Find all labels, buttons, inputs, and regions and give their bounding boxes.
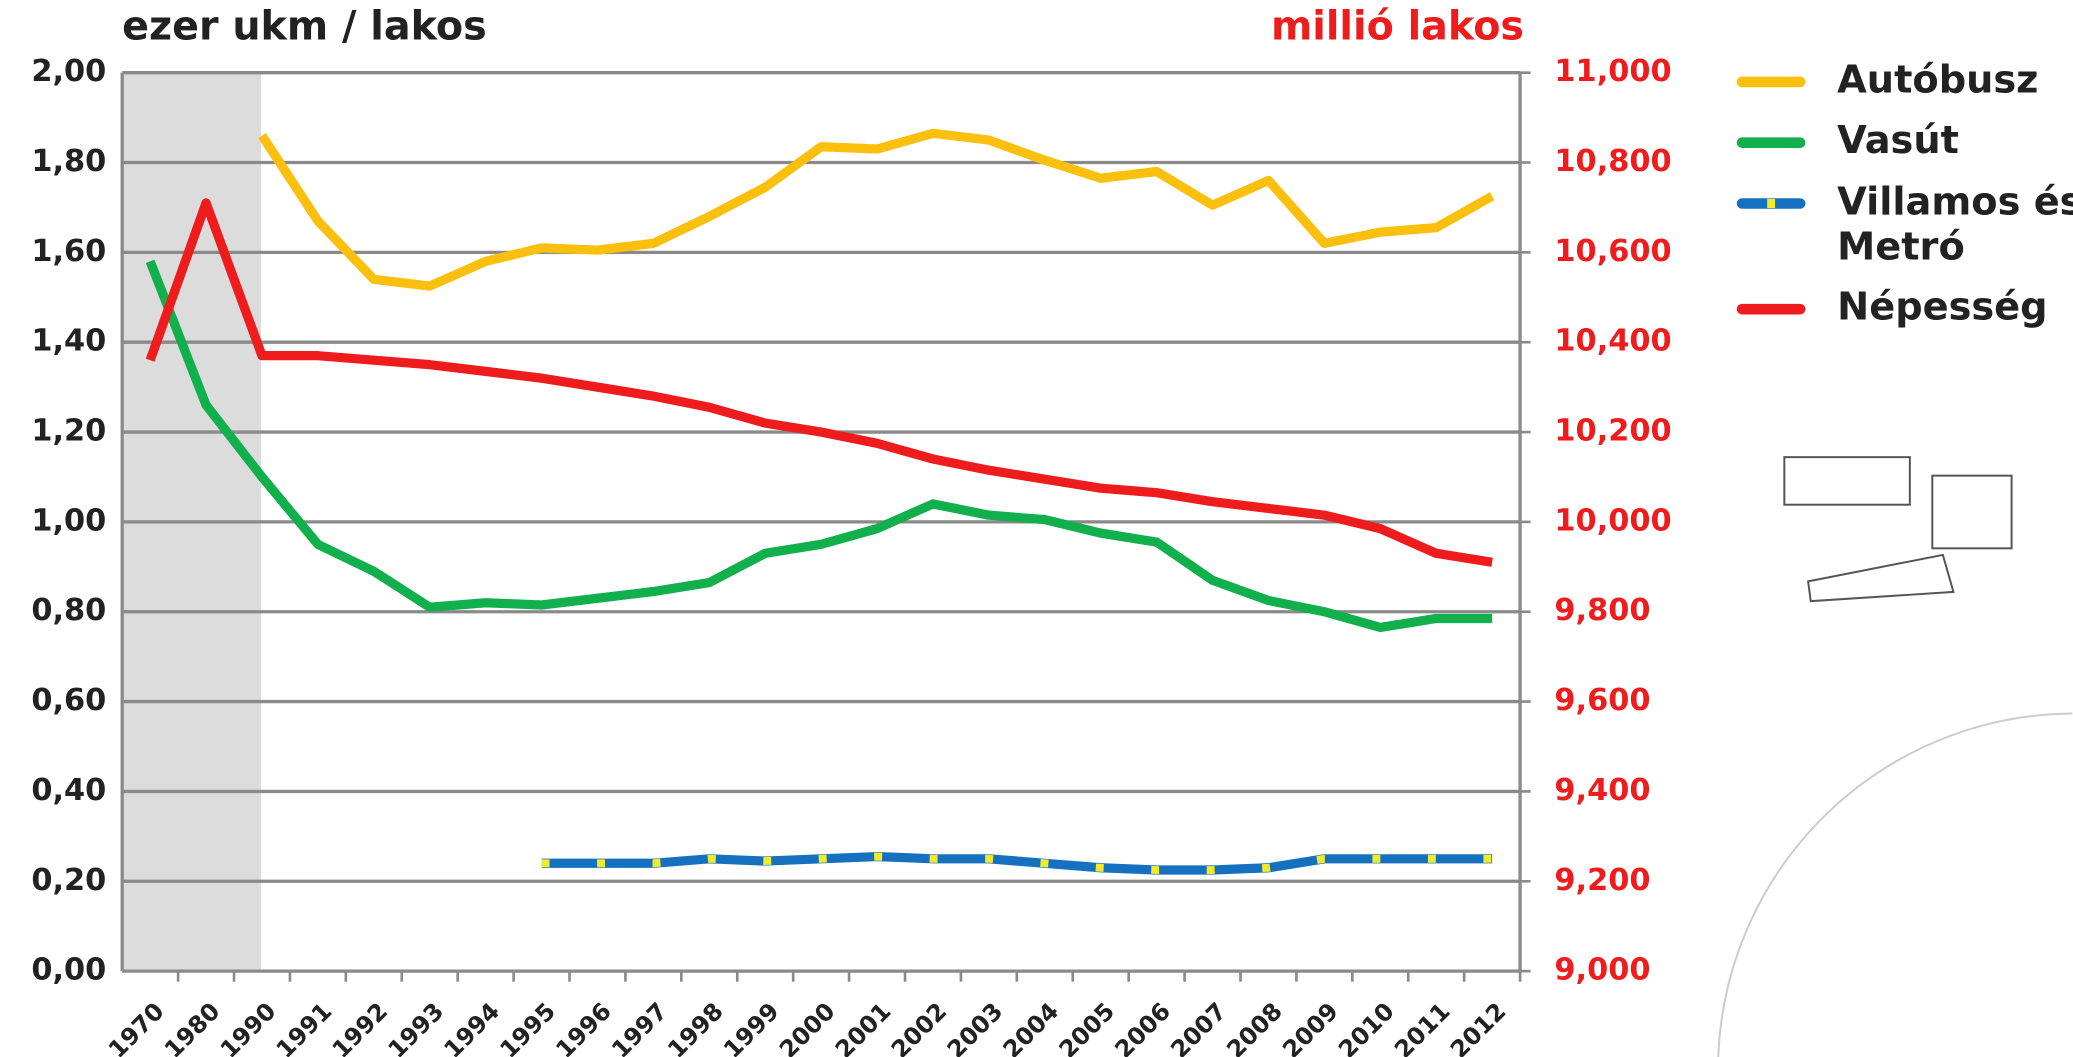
x-tick-label: 1992 <box>327 997 394 1057</box>
y-tick-label: 1,40 <box>31 324 106 359</box>
y2-tick-label: 10,800 <box>1554 144 1671 179</box>
legend-label: Villamos és Metró <box>1837 179 2073 269</box>
y-tick-label: 0,00 <box>31 953 106 988</box>
y2-tick-label: 9,600 <box>1554 683 1650 718</box>
y2-tick-label: 10,600 <box>1554 234 1671 269</box>
y2-tick-label: 10,000 <box>1554 503 1671 538</box>
x-tick-label: 2008 <box>1221 997 1288 1057</box>
y-tick-label: 0,80 <box>31 593 106 628</box>
series-line <box>145 259 1493 633</box>
x-tick-label: 1996 <box>550 997 617 1057</box>
x-tick-label: 2003 <box>942 997 1009 1057</box>
series-line <box>145 198 1493 567</box>
x-tick-label: 1998 <box>662 997 729 1057</box>
x-tick-label: 1990 <box>215 997 282 1057</box>
y-tick-label: 2,00 <box>31 54 106 89</box>
y-tick-label: 0,40 <box>31 773 106 808</box>
x-tick-label: 1980 <box>159 997 226 1057</box>
y-tick-label: 0,20 <box>31 863 106 898</box>
x-tick-label: 2011 <box>1389 997 1456 1057</box>
y-tick-label: 1,00 <box>31 503 106 538</box>
y-tick-label: 0,60 <box>31 683 106 718</box>
y2-axis-title: millió lakos <box>1271 4 1524 50</box>
x-tick-label: 1995 <box>494 997 561 1057</box>
x-tick-label: 2012 <box>1445 997 1512 1057</box>
x-tick-label: 2006 <box>1109 997 1176 1057</box>
x-tick-label: 2010 <box>1333 997 1400 1057</box>
x-tick-label: 1999 <box>718 997 785 1057</box>
y2-tick-label: 11,000 <box>1554 54 1671 89</box>
x-tick-label: 1994 <box>438 997 505 1057</box>
y-tick-label: 1,60 <box>31 234 106 269</box>
legend-label: Népesség <box>1837 285 2047 330</box>
x-tick-label: 1991 <box>271 997 338 1057</box>
series-line <box>541 851 1493 875</box>
x-tick-label: 1997 <box>606 997 673 1057</box>
y2-tick-label: 9,200 <box>1554 863 1650 898</box>
y2-tick-label: 9,800 <box>1554 593 1650 628</box>
x-tick-label: 2000 <box>774 997 841 1057</box>
x-tick-label: 2001 <box>830 997 897 1057</box>
y2-tick-label: 9,400 <box>1554 773 1650 808</box>
x-tick-label: 2007 <box>1165 997 1232 1057</box>
y2-tick-label: 9,000 <box>1554 953 1650 988</box>
y-tick-label: 1,20 <box>31 414 106 449</box>
x-tick-label: 2009 <box>1277 997 1344 1057</box>
y-axis-title: ezer ukm / lakos <box>122 4 486 50</box>
series-line <box>258 128 1495 291</box>
x-tick-label: 2002 <box>886 997 953 1057</box>
legend-label: Vasút <box>1837 118 1959 163</box>
legend-label: Autóbusz <box>1837 57 2038 102</box>
x-tick-label: 2004 <box>998 997 1065 1057</box>
y2-tick-label: 10,400 <box>1554 324 1671 359</box>
x-tick-label: 1993 <box>383 997 450 1057</box>
y2-tick-label: 10,200 <box>1554 414 1671 449</box>
x-tick-label: 1970 <box>103 997 170 1057</box>
x-tick-label: 2005 <box>1054 997 1121 1057</box>
y-tick-label: 1,80 <box>31 144 106 179</box>
decoration <box>1717 456 2073 1057</box>
